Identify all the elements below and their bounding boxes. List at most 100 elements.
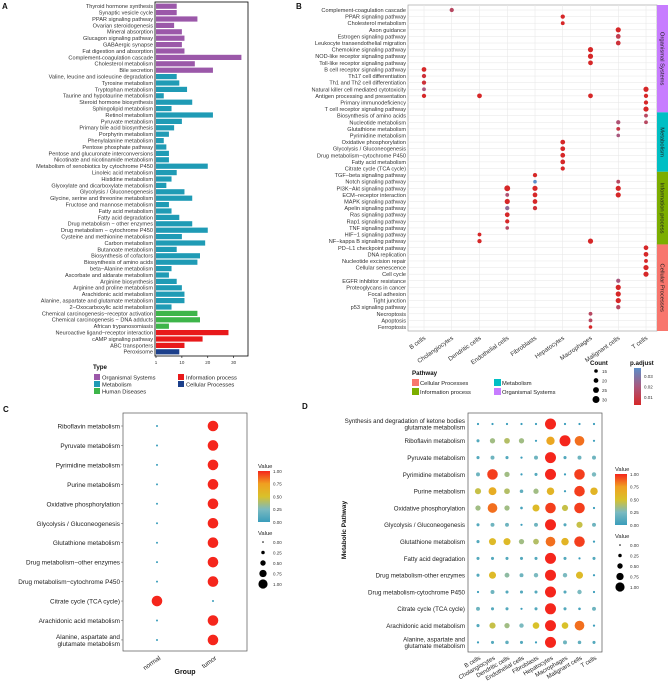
category-label: beta−Alanine metabolism	[90, 267, 153, 273]
dot	[505, 205, 510, 211]
bar	[156, 176, 172, 182]
row-label: Chemokine signaling pathway	[332, 48, 407, 54]
dot	[207, 459, 219, 471]
dot	[207, 420, 219, 432]
count-legend-dot	[592, 396, 600, 403]
dot	[615, 185, 621, 191]
bar	[156, 22, 175, 28]
dot	[616, 133, 621, 138]
size-legend-label: 0.50	[273, 561, 282, 566]
row-label: Nucleotide excision repair	[342, 259, 406, 265]
dot	[534, 641, 538, 644]
category-label: cAMP signaling pathway	[92, 337, 153, 343]
category-label: Chemical carcinogenesis−receptor activat…	[42, 311, 153, 317]
panel-label-c: C	[3, 405, 9, 414]
row-label: Drug metabolism−other enzymes	[26, 560, 120, 567]
size-legend-dot	[615, 582, 625, 592]
dot	[563, 422, 567, 426]
dot	[421, 67, 427, 72]
category-label: Nicotinate and nicotinamide metabolism	[54, 158, 153, 164]
dot	[545, 603, 556, 615]
row-label: DNA replication	[367, 252, 406, 258]
dot	[476, 624, 480, 628]
size-legend-label: 0.50	[630, 564, 639, 569]
size-legend-label: 0.75	[630, 575, 639, 580]
dot	[156, 561, 158, 564]
row-label: Riboflavin metabolism	[57, 424, 120, 431]
colorbar-label: 0.75	[630, 485, 639, 490]
bar	[156, 99, 193, 105]
bar	[156, 323, 169, 329]
category-label: Cysteine and methionine metabolism	[61, 235, 153, 241]
dot	[562, 573, 568, 578]
legend-title: Type	[93, 364, 108, 371]
dot	[505, 193, 510, 197]
plot-frame	[407, 4, 658, 332]
dot	[520, 506, 523, 510]
dot	[504, 212, 510, 218]
row-label: Oxidative phosphorylation	[46, 501, 120, 508]
dot	[504, 505, 510, 511]
dot	[545, 502, 556, 514]
bar	[156, 336, 203, 342]
colorbar-label: 0.50	[630, 497, 639, 502]
dot	[563, 490, 567, 493]
row-label: Apoptosis	[381, 318, 406, 324]
row-label: Natural killer cell mediated cytotoxicit…	[311, 87, 406, 93]
size-legend-dot	[260, 560, 266, 566]
dot	[577, 455, 582, 460]
dot	[587, 238, 594, 244]
category-label: Butanoate metabolism	[97, 247, 153, 253]
bar	[156, 240, 206, 246]
category-label: Pentose and glucuronate interconversions	[49, 151, 154, 157]
dot	[504, 198, 510, 205]
dot	[490, 640, 495, 644]
dot	[207, 537, 219, 548]
row-label: B cell receptor signaling pathway	[324, 67, 406, 73]
size-legend-dot	[619, 544, 621, 546]
row-label: Rap1 signaling pathway	[347, 219, 407, 225]
count-legend-title: Count	[590, 360, 608, 367]
dot	[643, 86, 649, 92]
row-label: MAPK signaling pathway	[344, 200, 406, 206]
bar	[156, 298, 185, 304]
legend-swatch	[412, 379, 419, 386]
dot	[518, 438, 525, 444]
panel-label-b: B	[296, 2, 302, 11]
dot	[588, 311, 593, 316]
category-label: Linoleic acid metabolism	[92, 171, 153, 177]
dot	[643, 100, 649, 105]
dot	[578, 557, 581, 560]
dot	[574, 485, 585, 497]
dot	[534, 439, 538, 442]
row-label: Leukocyte transendothelial migration	[315, 41, 406, 47]
legend-label: Information process	[420, 390, 471, 396]
category-label: Drug metabolism − other enzymes	[68, 222, 154, 228]
dot	[504, 622, 510, 629]
dot	[504, 185, 511, 192]
dot	[532, 199, 538, 204]
dot	[207, 615, 219, 626]
dot	[477, 239, 482, 244]
dot	[559, 435, 571, 447]
dot	[505, 590, 509, 594]
row-label: TGF−beta signaling pathway	[335, 173, 407, 179]
row-label: Drug metabolism-other enzymes	[376, 573, 465, 580]
category-label: Glycine, serine and threonine metabolism	[50, 196, 153, 202]
dot	[519, 623, 524, 628]
category-label: Pentose phosphate pathway	[82, 145, 153, 151]
category-label: African trypanosomiasis	[94, 324, 154, 330]
dot	[488, 571, 497, 579]
category-label: Fat digestion and absorption	[82, 49, 153, 55]
category-label: Metabolism of xenobiotics by cytochrome …	[36, 164, 153, 170]
column-label: T cells	[631, 335, 650, 351]
bar	[156, 42, 182, 48]
dot	[615, 27, 621, 33]
legend-label: Metabolism	[502, 381, 532, 387]
row-label: EGFR inhibitor resistance	[342, 279, 406, 285]
dot	[574, 536, 585, 547]
row-label: Apelin signaling pathway	[344, 206, 406, 212]
dot	[156, 580, 158, 583]
